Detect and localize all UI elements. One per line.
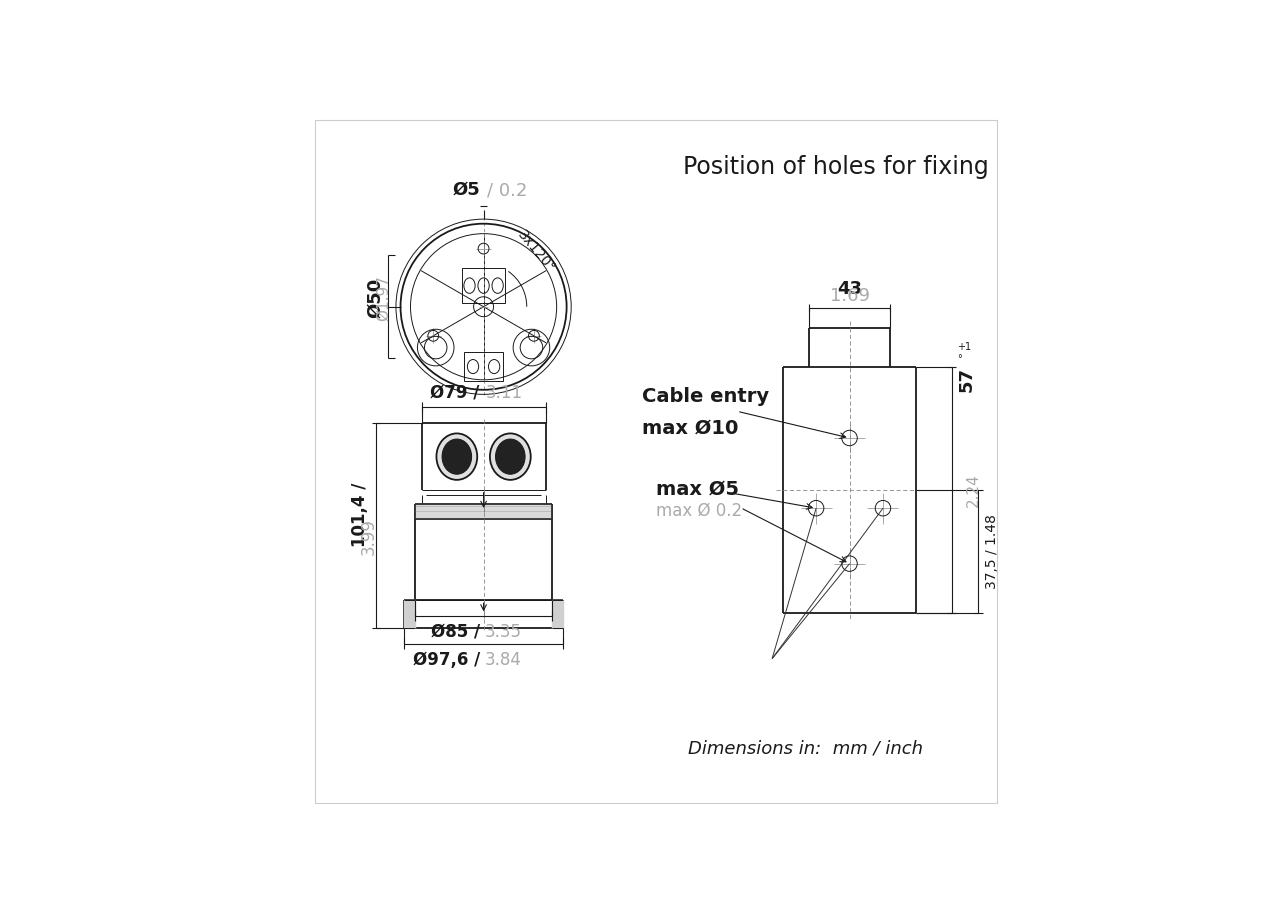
- Bar: [462, 268, 506, 303]
- Text: max Ø5: max Ø5: [657, 480, 739, 499]
- Text: Ø85 /: Ø85 /: [431, 622, 480, 641]
- Text: Cable entry: Cable entry: [643, 388, 769, 407]
- Text: Ø5: Ø5: [452, 181, 480, 199]
- Text: +1
°: +1 °: [957, 342, 972, 364]
- Ellipse shape: [436, 433, 477, 480]
- Text: 101,4 /: 101,4 /: [352, 483, 370, 547]
- Text: 1.69: 1.69: [829, 287, 869, 305]
- Text: 3x120°: 3x120°: [515, 228, 558, 276]
- Text: Position of holes for fixing: Position of holes for fixing: [682, 155, 988, 179]
- Text: 43: 43: [837, 281, 861, 298]
- Polygon shape: [552, 600, 563, 628]
- Polygon shape: [404, 600, 415, 628]
- Text: max Ø 0.2: max Ø 0.2: [657, 502, 742, 519]
- Text: 37,5 / 1.48: 37,5 / 1.48: [986, 514, 1000, 589]
- Text: 3.35: 3.35: [485, 622, 522, 641]
- Ellipse shape: [442, 439, 471, 474]
- Text: Ø97,6 /: Ø97,6 /: [413, 651, 480, 669]
- Bar: [463, 353, 503, 380]
- Text: 3.11: 3.11: [485, 384, 522, 402]
- Text: 57: 57: [957, 367, 975, 391]
- Ellipse shape: [495, 439, 525, 474]
- Text: Ø50: Ø50: [366, 278, 384, 318]
- Ellipse shape: [490, 433, 531, 480]
- Text: 2.24: 2.24: [965, 473, 980, 506]
- Text: Ø79 /: Ø79 /: [430, 384, 479, 402]
- Text: Dimensions in:  mm / inch: Dimensions in: mm / inch: [689, 739, 923, 757]
- Text: 3.99: 3.99: [360, 517, 378, 555]
- Text: Ø1.97: Ø1.97: [375, 275, 390, 321]
- Text: / 0.2: / 0.2: [488, 181, 527, 199]
- Text: max Ø10: max Ø10: [643, 419, 739, 438]
- Text: 3.84: 3.84: [485, 651, 522, 669]
